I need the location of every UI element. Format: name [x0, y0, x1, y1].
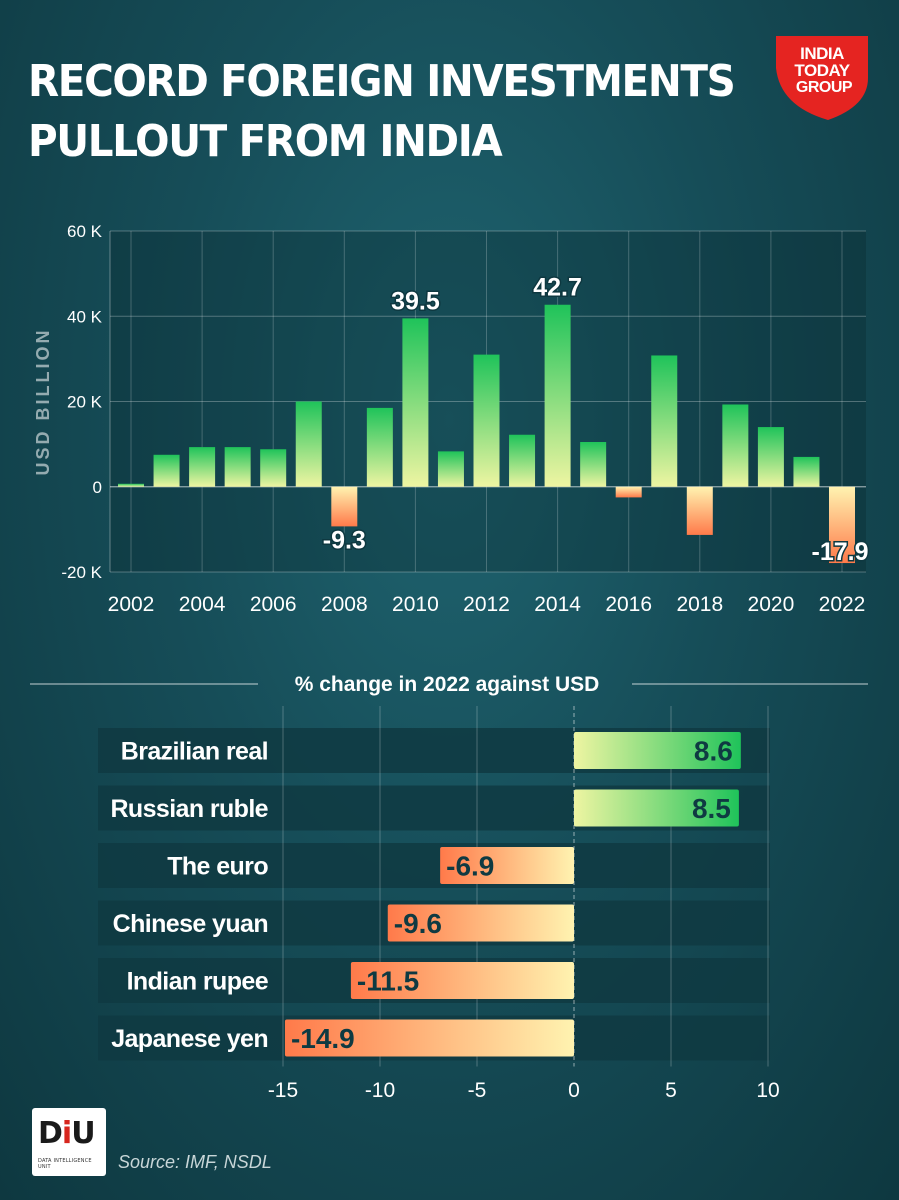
logo-badge: INDIA TODAY GROUP: [776, 36, 868, 120]
value-label: 8.6: [694, 736, 733, 767]
category-label: Brazilian real: [121, 738, 268, 766]
diu-logo-text: DiU: [38, 1116, 96, 1151]
title-line-1: RECORD FOREIGN INVESTMENTS: [28, 56, 736, 107]
x-tick-label: 2010: [392, 593, 439, 616]
bar-2006: [260, 449, 287, 487]
bar-2019: [722, 404, 749, 487]
bar-2022: [829, 486, 855, 564]
x-tick-label: -5: [468, 1079, 487, 1102]
value-label: -9.6: [394, 908, 442, 939]
bar-2005: [224, 447, 251, 487]
x-tick-label: 5: [665, 1079, 677, 1102]
bar-2004: [189, 447, 216, 487]
bar-2009: [366, 407, 393, 487]
y-tick-label: 40 K: [67, 307, 103, 326]
bar-2012: [473, 354, 500, 487]
title-line-2: PULLOUT FROM INDIA: [28, 116, 503, 167]
fpi-bar-chart: -20 K 0 20 K 40 K 60 K 2002 2004 2006 2008 2010 20…: [33, 222, 870, 616]
diu-logo: DiU DATA INTELLIGENCE UNIT: [32, 1108, 106, 1176]
bar-2021: [793, 456, 820, 487]
category-label: Japanese yen: [111, 1025, 268, 1053]
chart-title: RECORD FOREIGN INVESTMENTS PULLOUT FROM …: [28, 52, 736, 172]
bar-2017: [651, 355, 678, 487]
data-label-2022: -17.9: [812, 538, 869, 566]
category-label: Indian rupee: [127, 968, 269, 996]
bar-2003: [153, 454, 180, 487]
value-label: -6.9: [446, 851, 494, 882]
data-label-2010: 39.5: [391, 287, 440, 315]
x-tick-label: 2014: [534, 593, 581, 616]
x-tick-label: 2022: [819, 593, 866, 616]
x-tick-label: -10: [365, 1079, 395, 1102]
bar-indian-rupee: [350, 962, 574, 999]
bar-2020: [757, 427, 784, 487]
bar-2010: [402, 318, 429, 487]
bar-2008: [331, 486, 358, 527]
data-label-2014: 42.7: [533, 274, 582, 302]
value-label: -14.9: [291, 1023, 355, 1054]
x-tick-label: 2002: [108, 593, 155, 616]
data-label-2008: -9.3: [323, 526, 366, 554]
y-tick-label: -20 K: [61, 563, 102, 582]
x-tick-label: 2016: [605, 593, 652, 616]
y-tick-label: 20 K: [67, 393, 103, 412]
category-label: The euro: [167, 853, 268, 881]
bar-2002: [118, 483, 144, 487]
y-tick-label: 0: [93, 478, 102, 497]
diu-tagline: DATA INTELLIGENCE UNIT: [38, 1158, 92, 1170]
bar-the-euro: [440, 847, 574, 884]
y-axis-title: USD BILLION: [33, 328, 53, 476]
x-tick-label: 2020: [748, 593, 795, 616]
row-panel: [98, 843, 770, 888]
bar-2014: [544, 304, 571, 487]
category-label: Russian ruble: [110, 795, 268, 823]
x-tick-label: -15: [268, 1079, 298, 1102]
section-title: % change in 2022 against USD: [295, 673, 600, 696]
x-tick-label: 2018: [676, 593, 723, 616]
bar-2007: [295, 401, 322, 487]
x-tick-label: 0: [568, 1079, 580, 1102]
value-label: 8.5: [692, 793, 731, 824]
category-label: Chinese yuan: [113, 910, 268, 938]
logo-line-3: GROUP: [796, 79, 853, 96]
value-label: -11.5: [357, 966, 419, 997]
bar-2018: [686, 486, 713, 535]
x-tick-label: 10: [756, 1079, 779, 1102]
x-tick-label: 2008: [321, 593, 368, 616]
logo-line-2: TODAY: [794, 61, 850, 80]
y-tick-label: 60 K: [67, 222, 103, 241]
bar-2013: [509, 434, 536, 487]
x-tick-label: 2012: [463, 593, 510, 616]
x-tick-label: 2004: [179, 593, 226, 616]
india-today-group-logo: INDIA TODAY GROUP: [772, 32, 872, 122]
x-tick-label: 2006: [250, 593, 297, 616]
logo-line-1: INDIA: [800, 44, 844, 63]
bar-2015: [580, 441, 607, 487]
bar-japanese-yen: [284, 1019, 574, 1057]
bar-chinese-yuan: [387, 904, 574, 942]
bar-brazilian-real: [574, 732, 741, 769]
currency-change-chart: % change in 2022 against USD -15 -10 -5 0 5 10…: [30, 673, 868, 1102]
bar-2011: [437, 451, 464, 487]
bar-2016: [615, 486, 642, 498]
bar-russian-ruble: [574, 789, 739, 827]
source-note: Source: IMF, NSDL: [118, 1152, 272, 1172]
